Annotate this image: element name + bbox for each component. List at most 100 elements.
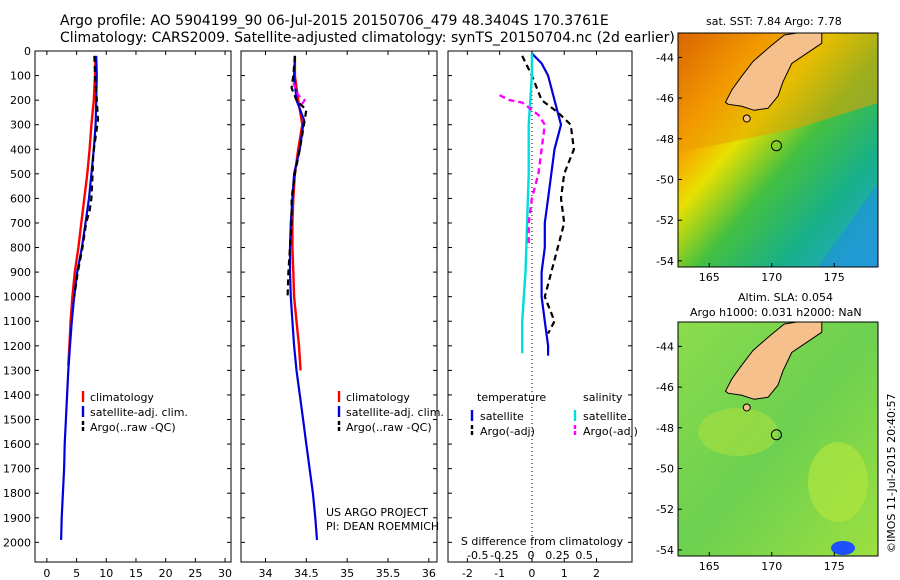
map-x-tick-label: 170	[761, 560, 782, 573]
series-line-argo-raw-qc-	[286, 55, 308, 297]
x-tick-label: 5	[73, 567, 80, 580]
legend-label: satellite-adj. clim.	[346, 406, 444, 419]
land-new-zealand	[724, 32, 823, 111]
project-annotation: US ARGO PROJECT	[326, 506, 428, 519]
legend-header-salinity: salinity	[583, 391, 623, 404]
series-line-temperature-satellite	[531, 52, 563, 356]
series-line-climatology	[67, 55, 97, 366]
series-line-salinity-satellite	[521, 53, 534, 354]
imos-credit: ©IMOS 11-Jul-2015 20:40:57	[885, 393, 898, 553]
map-x-tick-label: 165	[699, 560, 720, 573]
x-tick-label: 2	[593, 567, 600, 580]
legend-label: climatology	[90, 391, 154, 404]
legend-label: Argo(..raw -QC)	[346, 421, 432, 434]
argo-position-marker	[770, 429, 782, 441]
y-tick-label: 1900	[3, 512, 31, 525]
y-tick-label: 1200	[3, 340, 31, 353]
y-tick-label: 400	[10, 143, 31, 156]
legend-header-temperature: temperature	[477, 391, 546, 404]
x-tick-label: 25	[188, 567, 202, 580]
x-tick-label: 15	[129, 567, 143, 580]
sla-low-spot	[831, 541, 855, 555]
salinity-profile-panel: 3434.53535.536salinityclimatologysatelli…	[240, 50, 444, 580]
map-x-tick-label: 175	[824, 271, 845, 284]
cold-patch	[818, 183, 878, 267]
legend-label: climatology	[346, 391, 410, 404]
sla-anomaly	[808, 442, 868, 522]
x-tick-label: 0	[43, 567, 50, 580]
x-tick-label: -1	[494, 567, 505, 580]
series-line-satellite-adj-clim-	[288, 55, 319, 540]
legend-label: Argo(-adj)	[583, 425, 638, 438]
sla-map-title-line-1: Altim. SLA: 0.054	[738, 291, 834, 304]
legend-label: satellite	[480, 410, 524, 423]
series-line-salinity-argo-adj-	[499, 94, 546, 248]
sst-map-title: sat. SST: 7.84 Argo: 7.78	[706, 15, 842, 28]
y-tick-label: 0	[24, 45, 31, 58]
map-y-tick-label: -52	[656, 214, 674, 227]
plot-frame	[447, 50, 633, 563]
sla-anomaly	[698, 408, 778, 456]
temperature-profile-panel: 0100200300400500600700800900100011001200…	[3, 45, 232, 580]
y-tick-label: 200	[10, 94, 31, 107]
x-axis-label-top: S difference from climatology	[461, 535, 624, 548]
sst-map: -44 -46 -48 -50 -52 -54 165 170 175	[656, 32, 879, 284]
x-tick-label: 35	[340, 567, 354, 580]
plot-frame	[240, 50, 438, 563]
y-tick-label: 1800	[3, 487, 31, 500]
y-tick-label: 1500	[3, 414, 31, 427]
y-tick-label: 1100	[3, 315, 31, 328]
x-tick-label: 20	[159, 567, 173, 580]
map-y-tick-label: -54	[656, 255, 674, 268]
legend-label: satellite-adj. clim.	[90, 406, 188, 419]
s-tick-label: 0.5	[575, 549, 593, 562]
pi-annotation: PI: DEAN ROEMMICH	[326, 520, 439, 533]
map-y-tick-label: -46	[656, 92, 674, 105]
map-frame	[677, 321, 879, 557]
land-stewart-island	[742, 403, 751, 412]
map-y-tick-label: -44	[656, 340, 674, 353]
x-tick-label: 34	[259, 567, 273, 580]
y-tick-label: 100	[10, 70, 31, 83]
argo-position-marker	[770, 140, 782, 152]
sla-map-title-line-2: Argo h1000: 0.031 h2000: NaN	[690, 306, 862, 319]
s-tick-label: 0.25	[545, 549, 570, 562]
legend-label: Argo(..raw -QC)	[90, 421, 176, 434]
y-tick-label: 2000	[3, 536, 31, 549]
map-y-tick-label: -46	[656, 381, 674, 394]
map-y-tick-label: -48	[656, 422, 674, 435]
land-stewart-island	[742, 114, 751, 123]
map-x-tick-label: 165	[699, 271, 720, 284]
y-tick-label: 600	[10, 192, 31, 205]
map-y-tick-label: -50	[656, 174, 674, 187]
y-tick-label: 1600	[3, 438, 31, 451]
map-y-tick-label: -54	[656, 544, 674, 557]
x-tick-label: -2	[462, 567, 473, 580]
x-tick-label: 1	[561, 567, 568, 580]
map-y-tick-label: -52	[656, 503, 674, 516]
map-x-tick-label: 170	[761, 271, 782, 284]
difference-profile-panel: -2-1012T difference from climatologyS di…	[447, 50, 638, 580]
plot-frame	[34, 50, 232, 563]
map-y-tick-label: -48	[656, 133, 674, 146]
sla-map: -44 -46 -48 -50 -52 -54 165 170 175	[656, 321, 879, 573]
series-line-argo-raw-qc-	[73, 55, 100, 297]
map-x-tick-label: 175	[824, 560, 845, 573]
legend-label: satellite	[583, 410, 627, 423]
y-tick-label: 800	[10, 242, 31, 255]
legend-label: Argo(-adj)	[480, 425, 535, 438]
s-tick-label: 0	[527, 549, 534, 562]
s-tick-label: -0.25	[490, 549, 518, 562]
x-tick-label: 0	[528, 567, 535, 580]
series-line-argo-adj-	[292, 82, 306, 109]
title-line-1: Argo profile: AO 5904199_90 06-Jul-2015 …	[60, 13, 609, 29]
x-tick-label: 35.5	[376, 567, 401, 580]
y-tick-label: 1300	[3, 364, 31, 377]
x-tick-label: 36	[422, 567, 436, 580]
y-tick-label: 300	[10, 119, 31, 132]
title-line-2: Climatology: CARS2009. Satellite-adjuste…	[60, 30, 675, 46]
x-tick-label: 34.5	[294, 567, 319, 580]
y-tick-label: 700	[10, 217, 31, 230]
map-y-tick-label: -44	[656, 51, 674, 64]
